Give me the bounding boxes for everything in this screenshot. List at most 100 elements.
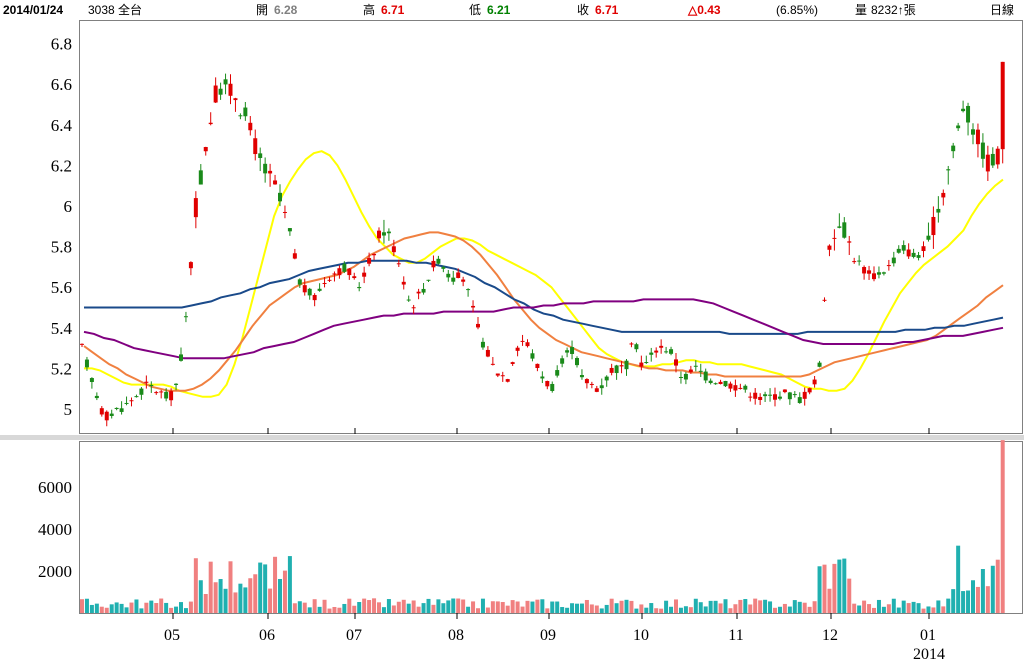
volume-bar (292, 603, 297, 613)
candle-body (817, 362, 822, 367)
volume-bar (847, 578, 852, 613)
volume-bar (768, 601, 773, 613)
period-label: 日線 (990, 3, 1015, 17)
candle-body (718, 381, 723, 385)
candle-body (377, 230, 381, 239)
candle-body (985, 154, 990, 172)
volume-panel (79, 441, 1023, 614)
candle-body (683, 373, 688, 380)
candle-body (555, 370, 560, 376)
candle-body (401, 281, 406, 285)
volume-bar (743, 599, 748, 613)
candle-body (956, 125, 961, 129)
candle-body (807, 388, 812, 393)
volume-bar (857, 605, 862, 613)
volume-bar (396, 601, 401, 613)
volume-bar (926, 606, 931, 613)
candle-body (916, 255, 921, 258)
candle-body (857, 260, 862, 262)
candle-body (302, 285, 307, 293)
volume-bar (753, 598, 758, 613)
volume-bar (604, 604, 609, 613)
candle-body (456, 272, 461, 278)
volume-bar (188, 601, 193, 613)
candle-body (847, 241, 852, 243)
candle-body (476, 323, 480, 328)
volume-bar (614, 603, 619, 613)
price-panel (79, 20, 1023, 434)
candle-body (852, 261, 857, 263)
volume-bar (233, 592, 238, 613)
volume-bar (936, 600, 941, 613)
volume-bar (678, 607, 683, 613)
candle-body (837, 226, 842, 228)
candle-body (966, 105, 971, 123)
candle-body (634, 344, 639, 350)
candle-body (248, 122, 253, 131)
candle-body (693, 365, 698, 367)
volume-bar (253, 574, 258, 613)
candle-body (129, 400, 134, 402)
candle-body (243, 107, 248, 117)
volume-bar (124, 607, 129, 613)
volume-bar (134, 599, 139, 613)
candle-body (862, 267, 867, 274)
month-tick-label: 01 (920, 627, 936, 644)
candle-body (654, 350, 659, 353)
volume-bar (980, 569, 985, 613)
candle-body (624, 360, 629, 370)
candle-body (495, 373, 500, 376)
candle-body (758, 396, 763, 401)
volume-bar (654, 608, 659, 613)
candle-body (980, 142, 985, 159)
low-value: 6.21 (487, 3, 511, 17)
candle-body (238, 115, 243, 117)
volume-bar (688, 607, 693, 613)
volume-bar (609, 598, 614, 613)
volume-bar (258, 562, 263, 613)
candle-body (144, 381, 149, 383)
volume-bar (193, 558, 198, 613)
time-axis: 05 06 07 08 09 10 11 12 01 2014 (164, 428, 945, 662)
month-tick-label: 11 (728, 627, 743, 644)
volume-bar (698, 602, 703, 613)
volume-bar (84, 598, 89, 613)
volume-bar (763, 599, 768, 613)
candle-body (198, 170, 203, 185)
volume-bar (956, 545, 961, 613)
candle-body (278, 192, 282, 202)
volume-bar (575, 603, 579, 613)
candle-body (322, 282, 327, 284)
candle-body (391, 246, 396, 253)
volume-bar (530, 601, 535, 613)
candle-body (159, 391, 164, 393)
volume-bar (327, 608, 332, 613)
volume-bar (485, 607, 490, 613)
ma5-line (84, 150, 1004, 398)
volume-bar (198, 580, 203, 613)
volume-bar (876, 599, 881, 613)
candle-body (975, 129, 980, 145)
volume-bar (426, 598, 431, 613)
stock-name: 3038 全台 (88, 3, 143, 17)
volume-value: 8232↑張 (871, 3, 916, 17)
change-percent: (6.85%) (776, 3, 819, 17)
volume-bar (411, 600, 416, 613)
candle-body (896, 248, 901, 253)
candle-body (644, 362, 649, 364)
candle-body (347, 268, 352, 276)
ma60-line (84, 259, 1004, 335)
candle-body (579, 375, 584, 378)
candle-body (99, 408, 104, 415)
candle-body (263, 163, 268, 174)
volume-bar (822, 564, 827, 613)
open-value: 6.28 (274, 3, 298, 17)
candle-body (951, 145, 956, 152)
candle-body (599, 385, 604, 389)
volume-bar (500, 602, 505, 613)
candle-body (926, 235, 931, 240)
candle-body (134, 396, 139, 398)
quote-date: 2014/01/24 (3, 3, 64, 17)
volume-bar (624, 599, 629, 613)
candle-body (84, 359, 89, 368)
